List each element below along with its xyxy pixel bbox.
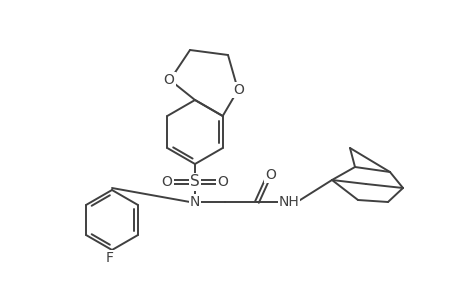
Text: O: O (265, 168, 276, 182)
Text: O: O (217, 175, 228, 189)
Text: F: F (106, 251, 114, 265)
Text: N: N (190, 195, 200, 209)
Text: O: O (233, 83, 244, 97)
Text: S: S (190, 175, 200, 190)
Text: NH: NH (278, 195, 299, 209)
Text: O: O (161, 175, 172, 189)
Text: O: O (163, 73, 174, 87)
